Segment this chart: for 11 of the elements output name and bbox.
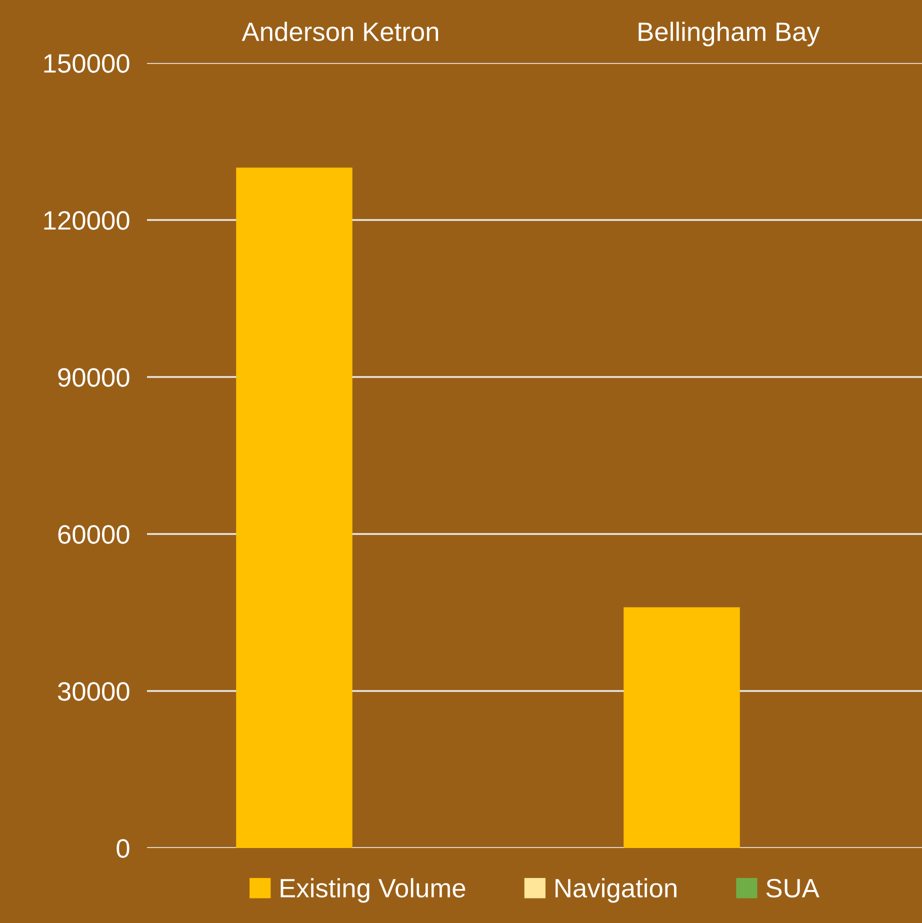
y-tick-label: 30000 xyxy=(58,682,130,701)
y-tick-label: 150000 xyxy=(44,54,130,73)
y-tick-label: 120000 xyxy=(44,211,130,230)
x-tick-label: Anderson Ketron xyxy=(242,22,438,42)
x-tick-label: Bellingham Bay xyxy=(638,22,820,46)
y-tick-label: 0 xyxy=(116,839,130,858)
legend-label: Navigation xyxy=(556,878,676,903)
legend-label: SUA xyxy=(766,878,820,898)
legend-label: Existing Volume xyxy=(280,878,466,903)
y-tick-label: 90000 xyxy=(58,368,130,387)
y-tick-label: 60000 xyxy=(58,525,130,544)
